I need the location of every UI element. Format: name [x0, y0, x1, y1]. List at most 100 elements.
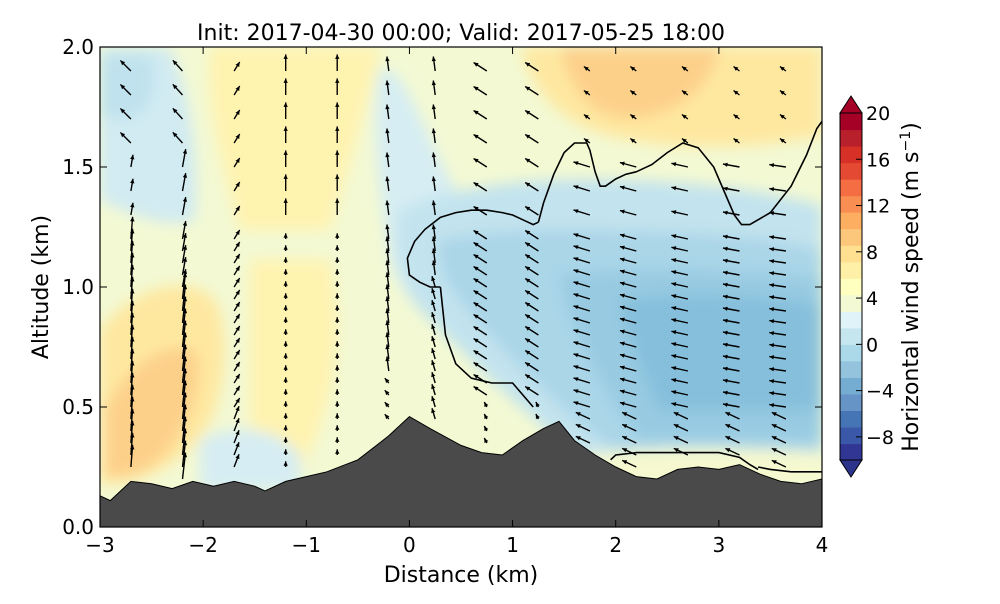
wind-vector [524, 373, 539, 384]
wind-vector-head [779, 138, 785, 143]
wind-vector [573, 353, 591, 360]
wind-vector [233, 361, 241, 372]
wind-vector [722, 270, 740, 276]
wind-vector-head [525, 110, 531, 115]
wind-vector [233, 417, 240, 432]
wind-vector [473, 241, 488, 252]
wind-vector [619, 209, 637, 216]
wind-vector [473, 85, 488, 96]
x-tick-label: 3 [712, 533, 725, 557]
wind-vector-head [771, 424, 777, 429]
wind-vector [779, 89, 787, 96]
wind-vector-head [769, 343, 775, 348]
wind-vector [671, 294, 689, 300]
wind-vector [671, 258, 689, 264]
wind-vector-head [283, 377, 288, 382]
x-tick-label: −3 [85, 533, 114, 557]
wind-vector [524, 229, 539, 240]
y-axis-label: Altitude (km) [29, 215, 54, 359]
colorbar-segment [840, 360, 862, 378]
wind-vector-head [525, 62, 531, 67]
wind-vector [335, 78, 340, 95]
wind-vector [769, 355, 787, 360]
wind-vector-head [172, 108, 178, 114]
colorbar-tick-label: −4 [866, 381, 894, 403]
wind-vector-head [431, 336, 436, 342]
wind-vector-head [431, 80, 436, 86]
wind-vector-head [573, 185, 579, 190]
wind-vector-shaft [129, 47, 131, 48]
wind-vector [335, 365, 340, 371]
wind-vector-head [335, 174, 340, 179]
wind-vector [769, 331, 787, 336]
wind-vector [725, 423, 740, 432]
wind-vector [384, 377, 390, 384]
wind-vector-head [723, 234, 728, 239]
wind-vector-head [671, 210, 677, 215]
chart-title: Init: 2017-04-30 00:00; Valid: 2017-05-2… [197, 21, 725, 46]
wind-vector [671, 330, 689, 336]
wind-vector-head [431, 224, 436, 230]
wind-vector-head [431, 200, 436, 206]
x-axis-label: Distance (km) [384, 563, 539, 588]
colorbar-segment [840, 294, 862, 312]
wind-vector [671, 306, 689, 312]
wind-vector-head [769, 259, 775, 264]
wind-vector [431, 408, 436, 420]
wind-vector [524, 109, 539, 120]
wind-vector [335, 329, 340, 335]
wind-vector-head [619, 233, 625, 238]
wind-vector-head [335, 389, 340, 394]
colorbar-segment [840, 146, 862, 164]
wind-vector [283, 437, 288, 443]
wind-vector [619, 377, 637, 384]
wind-vector-head [484, 438, 489, 443]
wind-vector-head [525, 254, 531, 259]
wind-vector-head [283, 174, 288, 179]
wind-vector [524, 337, 539, 348]
wind-vector-head [235, 430, 240, 436]
wind-vector [573, 233, 591, 240]
wind-vector [431, 152, 436, 168]
colorbar-extend-top [839, 95, 863, 114]
wind-vector [283, 389, 288, 395]
wind-vector-head [120, 84, 126, 90]
wind-vector-head [235, 242, 240, 247]
wind-vector-head [283, 281, 288, 286]
wind-vector-head [681, 138, 687, 143]
wind-vector-head [484, 402, 489, 407]
wind-vector-head [235, 290, 240, 295]
wind-vector [431, 128, 436, 144]
wind-vector-head [182, 233, 188, 238]
colorbar-segment [840, 443, 862, 461]
wind-vector-head [235, 266, 240, 271]
wind-vector-head [734, 43, 739, 47]
wind-vector-head [283, 461, 288, 466]
wind-vector [573, 341, 591, 348]
wind-vector [769, 187, 787, 192]
wind-vector-head [723, 162, 728, 167]
wind-vector-head [283, 293, 288, 298]
wind-vectors [119, 43, 787, 480]
wind-vector [769, 163, 787, 168]
wind-vector-head [525, 326, 531, 331]
wind-vector-head [283, 425, 288, 430]
wind-vector [385, 176, 390, 192]
wind-vector [473, 61, 488, 72]
wind-vector-head [283, 233, 288, 238]
wind-vector-head [385, 272, 390, 278]
wind-vector [335, 425, 340, 431]
wind-vector [619, 401, 637, 408]
wind-vector [473, 265, 488, 276]
wind-vector-head [235, 326, 240, 331]
wind-vector-head [723, 270, 728, 275]
wind-vector-head [235, 338, 240, 343]
wind-vector [172, 107, 184, 120]
wind-vector [233, 429, 240, 444]
y-axis: 0.0 0.5 1.0 1.5 2.0 [62, 35, 822, 539]
wind-vector [385, 80, 390, 96]
wind-vector-head [769, 379, 775, 384]
wind-vector-head [681, 66, 687, 71]
wind-vector-head [671, 378, 677, 383]
wind-vector [722, 234, 740, 240]
